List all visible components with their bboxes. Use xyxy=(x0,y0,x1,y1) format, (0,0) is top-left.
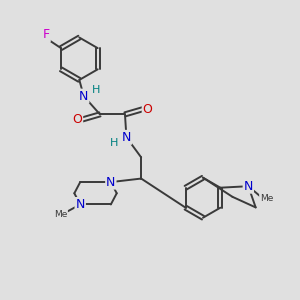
Text: N: N xyxy=(79,90,88,103)
Text: F: F xyxy=(43,28,50,41)
Text: N: N xyxy=(122,131,131,144)
Text: Me: Me xyxy=(260,194,273,203)
Text: N: N xyxy=(106,176,116,189)
Text: O: O xyxy=(72,113,82,126)
Text: N: N xyxy=(76,198,85,211)
Text: O: O xyxy=(143,103,153,116)
Text: H: H xyxy=(92,85,100,95)
Text: H: H xyxy=(110,138,118,148)
Text: Me: Me xyxy=(54,210,67,219)
Text: N: N xyxy=(244,180,253,193)
